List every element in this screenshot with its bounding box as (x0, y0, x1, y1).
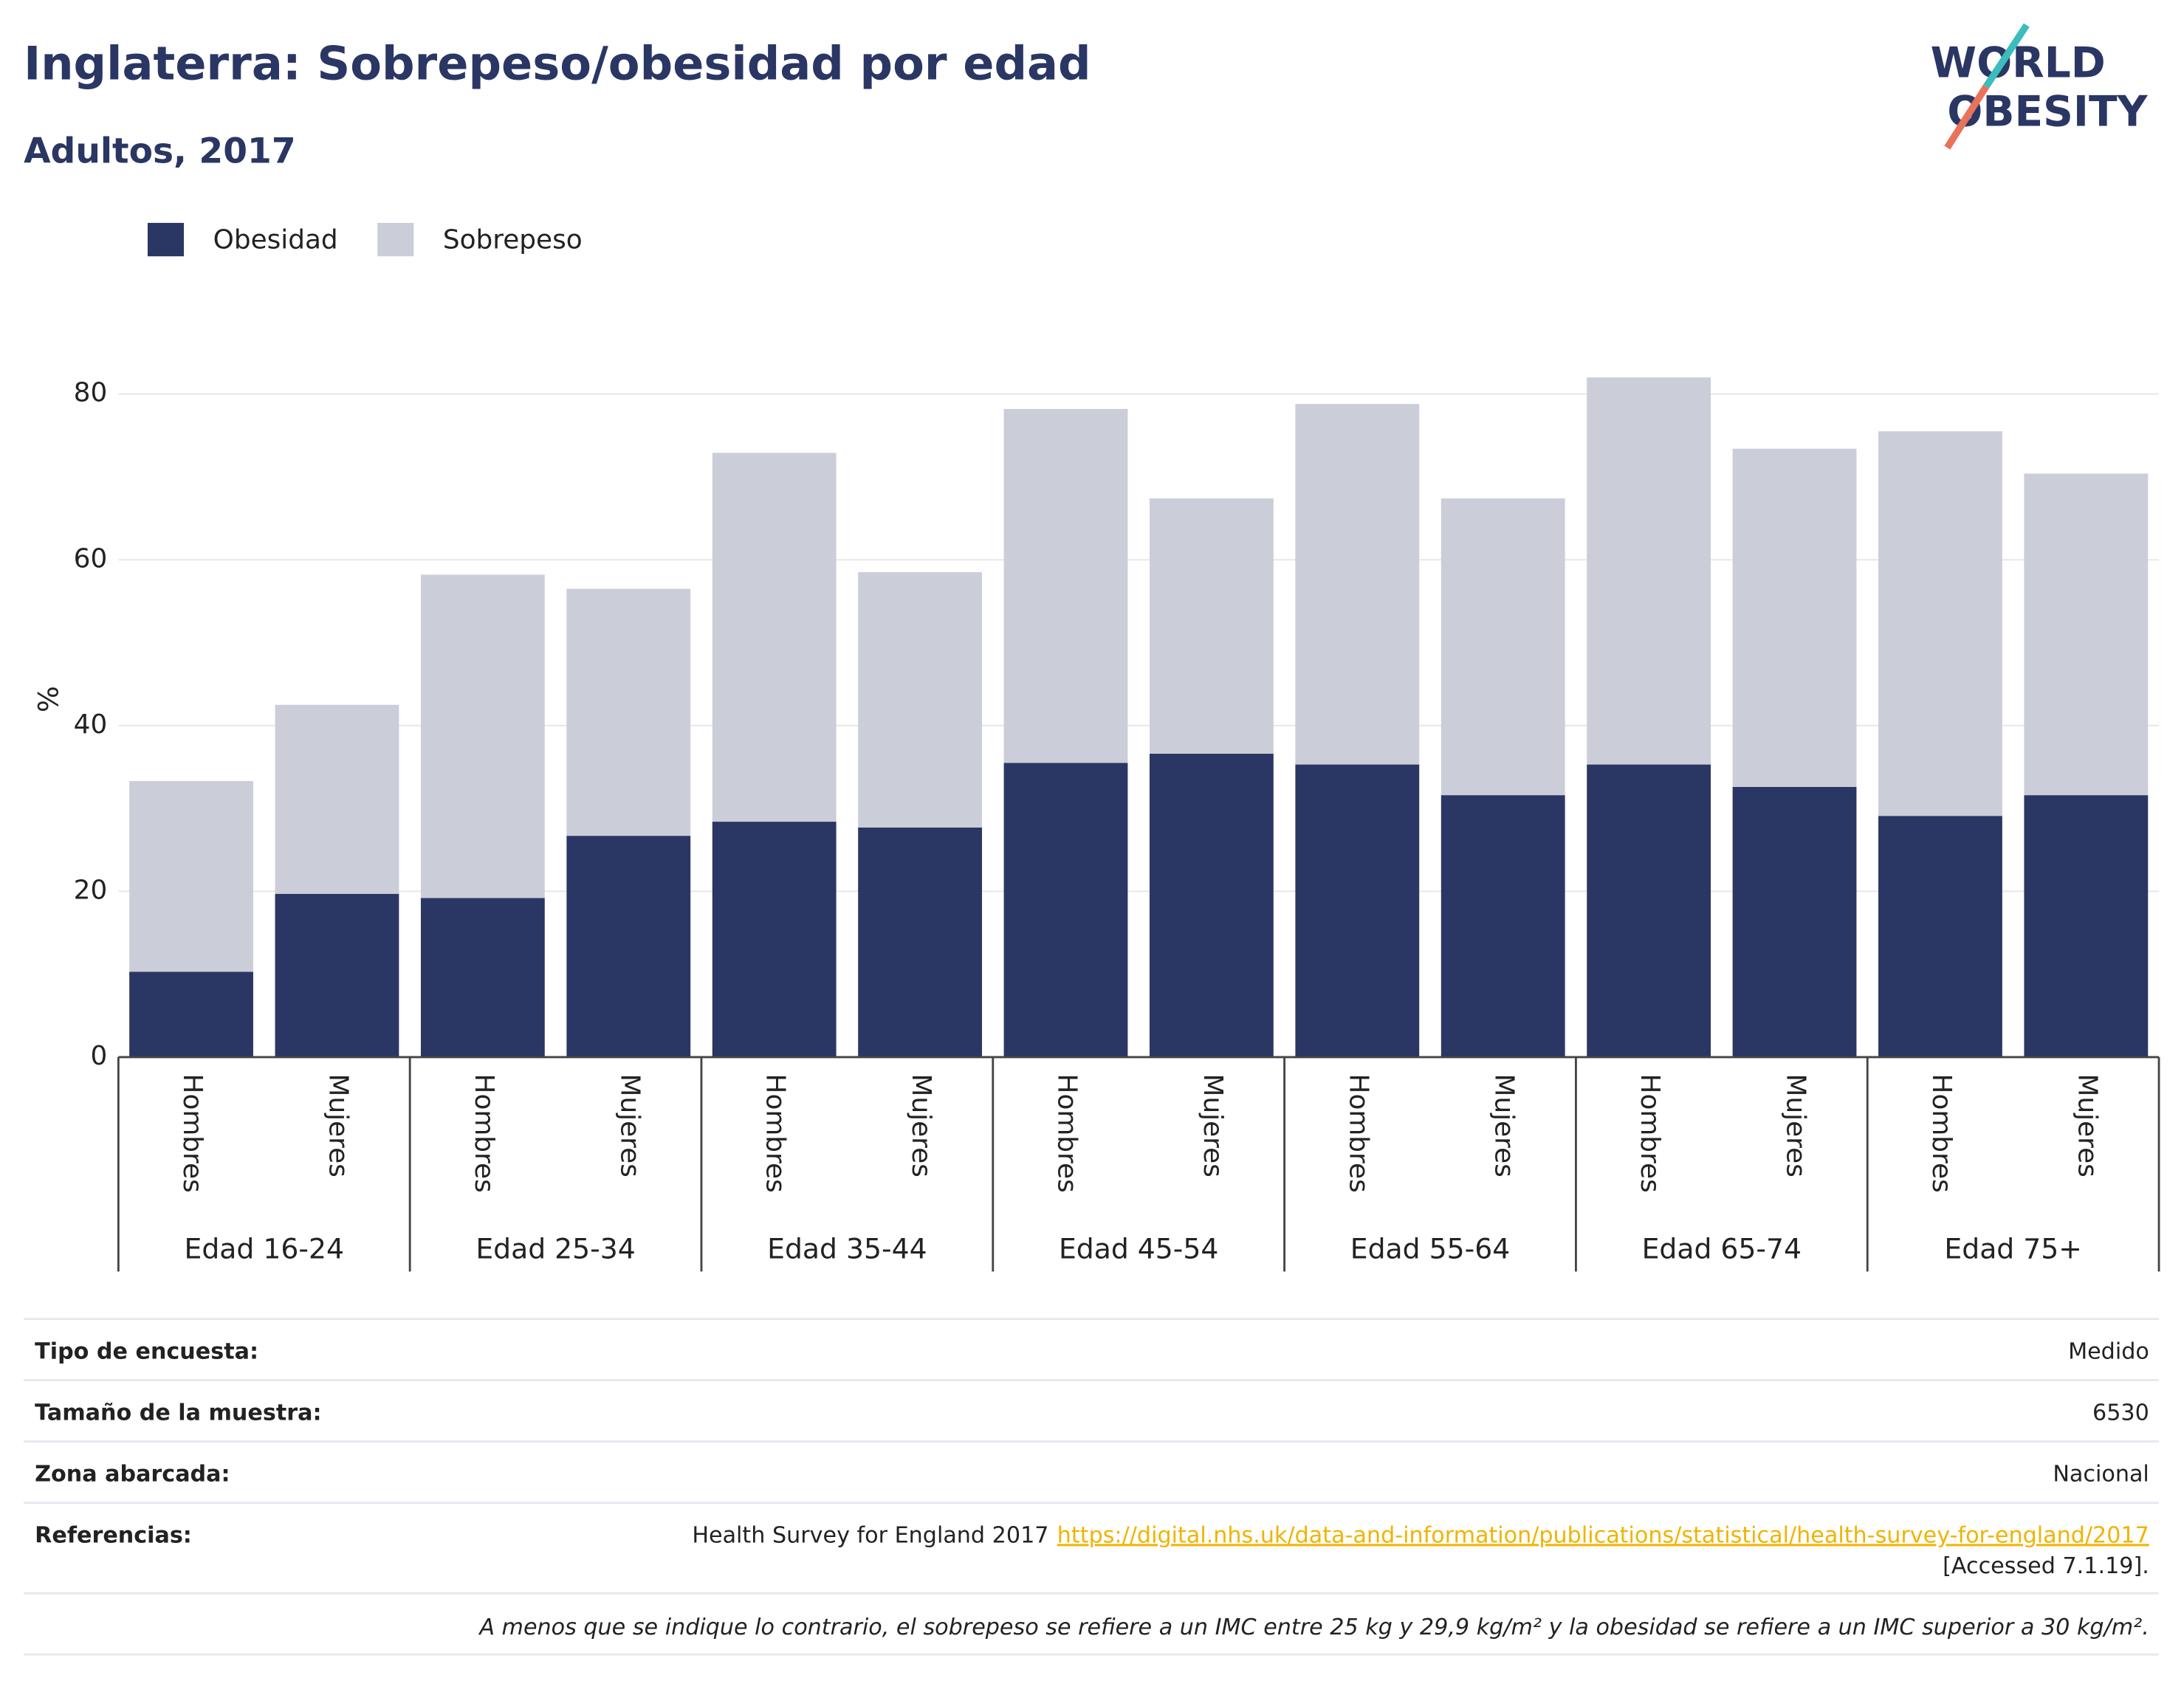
chart-subtitle: Adultos, 2017 (24, 131, 296, 172)
x-tick-label: Hombres (1343, 1074, 1373, 1193)
legend-label: Obesidad (213, 224, 338, 255)
bar-segment (1003, 408, 1128, 763)
bar-segment (1295, 404, 1420, 765)
bar-segment (1587, 377, 1711, 765)
x-tick-label: Hombres (1635, 1074, 1665, 1193)
bar-segment (566, 836, 691, 1057)
bar-segment (420, 898, 545, 1057)
bar-segment (712, 822, 837, 1057)
bar-segment (2024, 473, 2149, 796)
group-label: Edad 25-34 (475, 1233, 635, 1265)
bar-segment (858, 827, 982, 1057)
logo-text: WORLD (1931, 38, 2106, 87)
info-value: 6530 (2092, 1400, 2149, 1426)
y-axis-label: % (32, 686, 64, 712)
y-tick-label: 20 (74, 875, 108, 905)
reference-link[interactable]: https://digital.nhs.uk/data-and-informat… (1057, 1522, 2149, 1548)
x-tick-label: Mujeres (906, 1074, 936, 1177)
legend-swatch (147, 222, 185, 257)
chart-title: Inglaterra: Sobrepeso/obesidad por edad (24, 37, 1091, 91)
bar-segment (1878, 816, 2002, 1057)
bar-segment (566, 588, 691, 836)
x-tick-label: Mujeres (1781, 1074, 1811, 1177)
info-label: Zona abarcada: (35, 1461, 230, 1487)
group-label: Edad 75+ (1944, 1233, 2081, 1265)
group-label: Edad 35-44 (767, 1233, 927, 1265)
legend-label: Sobrepeso (443, 224, 583, 255)
bar-segment (275, 893, 399, 1057)
info-label: Tamaño de la muestra: (35, 1400, 321, 1426)
group-label: Edad 55-64 (1350, 1233, 1510, 1265)
bar-segment (129, 781, 253, 972)
x-tick-label: Mujeres (2072, 1074, 2102, 1177)
x-tick-label: Hombres (1926, 1074, 1957, 1193)
bar-segment (1440, 795, 1565, 1057)
logo-slash (1983, 23, 2030, 89)
info-label: Tipo de encuesta: (35, 1338, 258, 1364)
bar-segment (1440, 498, 1565, 796)
logo-slash (1944, 84, 1990, 150)
footnote: A menos que se indique lo contrario, el … (478, 1615, 2149, 1640)
x-tick-label: Hombres (1051, 1074, 1082, 1193)
reference-accessed: [Accessed 7.1.19]. (1943, 1553, 2149, 1579)
bar-segment (1587, 764, 1711, 1057)
bar-segment (1150, 498, 1274, 754)
reference-text: Health Survey for England 2017 (692, 1522, 1048, 1548)
y-tick-label: 80 (74, 378, 108, 408)
bar-segment (1295, 764, 1420, 1057)
bar-segment (420, 574, 545, 898)
bar-segment (1003, 763, 1128, 1057)
bar-segment (2024, 795, 2149, 1057)
bar-segment (1150, 753, 1274, 1057)
bar-segment (275, 704, 399, 894)
bar-segment (1732, 448, 1857, 787)
x-tick-label: Mujeres (1489, 1074, 1519, 1177)
legend-swatch (377, 222, 414, 257)
x-tick-label: Hombres (760, 1074, 791, 1193)
y-tick-label: 40 (74, 709, 108, 740)
bar-segment (1878, 431, 2002, 816)
bar-segment (129, 972, 253, 1057)
bar-segment (858, 572, 982, 828)
info-value: Medido (2068, 1338, 2149, 1364)
x-tick-label: Mujeres (614, 1074, 645, 1177)
info-value: Nacional (2053, 1461, 2149, 1487)
x-tick-label: Hombres (177, 1074, 207, 1193)
group-label: Edad 16-24 (185, 1233, 344, 1265)
info-label: Referencias: (35, 1522, 192, 1548)
x-tick-label: Mujeres (323, 1074, 353, 1177)
y-tick-label: 0 (90, 1041, 107, 1071)
y-tick-label: 60 (74, 543, 108, 574)
group-label: Edad 45-54 (1059, 1233, 1218, 1265)
x-tick-label: Hombres (469, 1074, 499, 1193)
x-tick-label: Mujeres (1198, 1074, 1228, 1177)
bar-segment (1732, 786, 1857, 1057)
group-label: Edad 65-74 (1642, 1233, 1802, 1265)
bar-segment (712, 453, 837, 822)
